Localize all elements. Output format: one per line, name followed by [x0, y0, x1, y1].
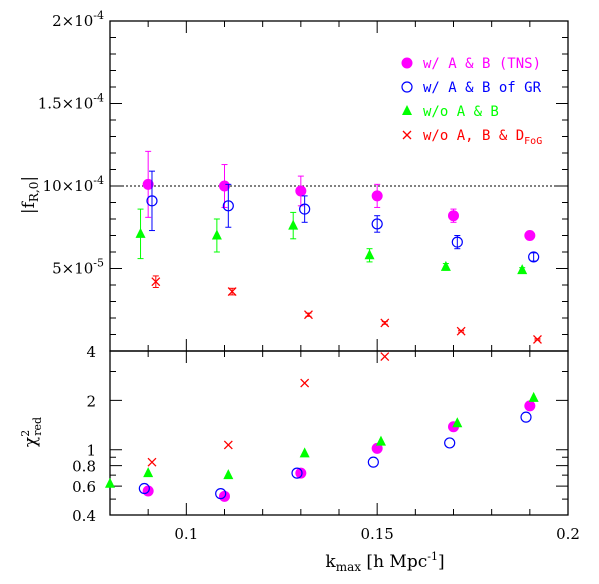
- series-2: [105, 391, 539, 488]
- x-axis-label: kmax [h Mpc-1]: [325, 550, 444, 574]
- bottom-panel: 0.1 0.15 0.2 0.4 0.6 0.81 2 4: [72, 343, 580, 543]
- data-point: [142, 178, 154, 190]
- data-point: [528, 391, 539, 402]
- y-tick-label: 0.8: [72, 458, 96, 476]
- data-point: [533, 334, 542, 344]
- legend-marker: [401, 57, 413, 69]
- data-point: [380, 318, 390, 328]
- legend-label: w/ A & B (TNS): [423, 56, 541, 72]
- data-point: [147, 457, 157, 467]
- data-point: [227, 287, 237, 297]
- error-bar: [374, 215, 381, 233]
- series-2: [135, 208, 528, 275]
- error-bar: [530, 252, 537, 262]
- cross-stroke: [300, 378, 310, 388]
- data-point: [223, 440, 233, 450]
- y-tick-label: 0.6: [72, 478, 96, 496]
- x-tick-label: 0.1: [174, 525, 198, 543]
- legend-marker: [402, 105, 412, 115]
- cross-stroke: [533, 334, 542, 344]
- y-tick-label: 2×10-4: [52, 9, 104, 30]
- series-1: [138, 411, 532, 500]
- y-tick-label: 5×10-5: [52, 257, 104, 278]
- bottom-frame: [109, 350, 569, 516]
- data-point: [300, 378, 310, 388]
- series-0: [142, 400, 536, 502]
- error-bar: [148, 170, 155, 232]
- y-tick-label: 0.4: [72, 507, 96, 525]
- top-ylabel: |fR,0|: [19, 176, 41, 214]
- data-point: [367, 456, 379, 468]
- data-point: [135, 227, 146, 238]
- data-point: [364, 249, 375, 260]
- data-point: [219, 180, 230, 192]
- cross-stroke: [147, 457, 157, 467]
- x-tick-label: 0.2: [556, 525, 580, 543]
- data-point: [371, 218, 383, 230]
- data-point: [105, 477, 115, 488]
- y-tick-label: 1.5×10-4: [38, 92, 104, 113]
- cross-stroke: [304, 310, 313, 320]
- data-point: [299, 203, 311, 215]
- data-point: [451, 236, 463, 248]
- data-point: [295, 185, 307, 197]
- data-point: [444, 437, 456, 449]
- top-panel: 5×10-5 10×10-4 1.5×10-4 2×10-4 w/ A & B (TNS…: [38, 9, 569, 352]
- cross-stroke: [402, 130, 412, 140]
- series-0: [142, 150, 536, 241]
- data-point: [288, 219, 299, 230]
- data-point: [211, 229, 222, 240]
- data-point: [222, 200, 234, 212]
- data-point: [524, 400, 536, 412]
- series-3: [151, 275, 542, 344]
- y-tick-label: 4: [86, 343, 96, 361]
- data-point: [304, 310, 313, 320]
- data-point: [143, 467, 154, 478]
- cross-stroke: [227, 287, 237, 297]
- data-point: [448, 210, 459, 222]
- cross-stroke: [380, 352, 390, 362]
- cross-stroke: [151, 277, 161, 287]
- series-3: [147, 352, 390, 467]
- data-point: [452, 417, 463, 428]
- y-tick-label: 2: [86, 392, 96, 410]
- data-point: [146, 195, 158, 207]
- series-1: [146, 170, 540, 263]
- cross-stroke: [456, 326, 466, 336]
- legend-marker: [402, 130, 412, 140]
- y-tick-label: 10×10-4: [43, 174, 104, 195]
- data-point: [524, 230, 536, 241]
- data-point: [299, 447, 310, 458]
- data-point: [380, 352, 390, 362]
- data-point: [528, 251, 540, 263]
- data-point: [215, 488, 227, 500]
- error-bar: [301, 195, 308, 223]
- legend: w/ A & B (TNS) w/ A & B of GR w/o A & B w/o…: [401, 56, 542, 147]
- data-point: [295, 467, 307, 479]
- data-point: [520, 411, 532, 423]
- legend-label: w/ A & B of GR: [423, 80, 542, 96]
- bottom-ylabel: χ2red: [19, 417, 44, 447]
- x-tick-label: 0.15: [360, 525, 393, 543]
- data-point: [291, 467, 303, 479]
- data-point: [375, 435, 386, 446]
- data-point: [223, 469, 234, 480]
- cross-stroke: [380, 318, 390, 328]
- data-point: [138, 482, 150, 495]
- data-point: [371, 190, 383, 202]
- data-point: [151, 277, 161, 287]
- legend-marker: [401, 81, 413, 93]
- y-tick-label: 1: [86, 442, 96, 460]
- error-bar: [225, 183, 232, 228]
- legend-label: w/o A & B: [423, 104, 499, 120]
- data-point: [440, 260, 451, 271]
- legend-label: w/o A, B & DFoG: [423, 128, 542, 147]
- cross-stroke: [223, 440, 233, 450]
- data-point: [517, 264, 528, 275]
- data-point: [456, 326, 466, 336]
